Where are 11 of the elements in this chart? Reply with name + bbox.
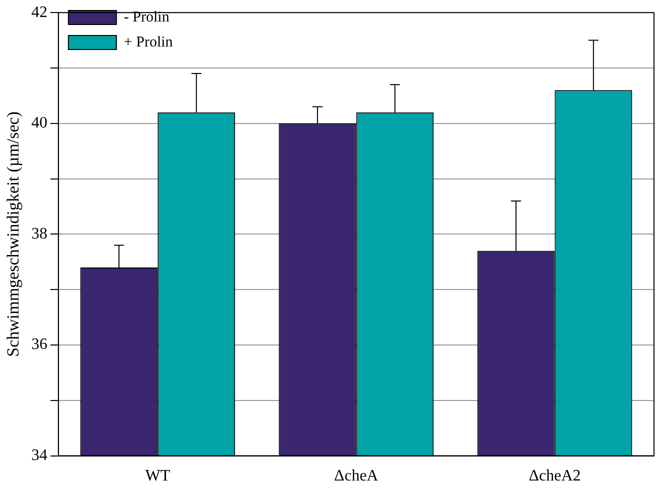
legend-label: - Prolin	[124, 9, 170, 26]
y-tick-label: 34	[31, 447, 48, 464]
x-tick-label: WT	[145, 468, 170, 485]
y-axis-title: Schwimmgeschwindigkeit (µm/sec)	[4, 112, 23, 357]
legend-label: + Prolin	[124, 34, 174, 50]
y-tick-label: 40	[31, 114, 48, 132]
y-tick-label: 38	[31, 225, 48, 242]
y-tick-label: 36	[31, 336, 48, 354]
x-tick-label: ΔcheA	[334, 468, 379, 485]
y-tick-label: 42	[31, 4, 48, 21]
x-tick-label: ΔcheA2	[528, 468, 581, 485]
